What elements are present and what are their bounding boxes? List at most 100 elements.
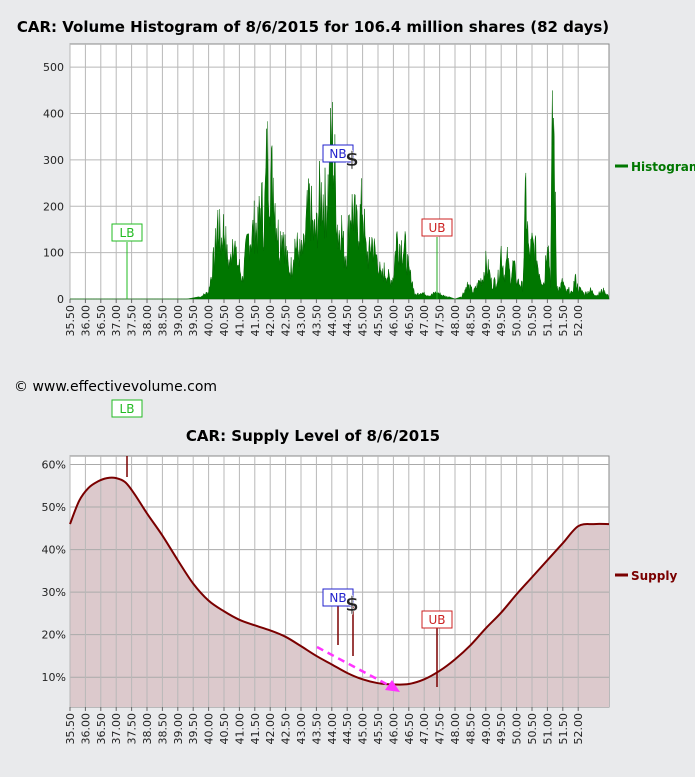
x-tick-label: 36.50 (95, 305, 108, 337)
nb-label-top: NB (329, 147, 346, 161)
x-tick-label: 41.00 (233, 305, 246, 337)
lb-label-top: LB (120, 226, 135, 240)
x-tick-label: 48.00 (449, 713, 462, 745)
x-tick-label: 47.50 (434, 305, 447, 337)
x-tick-label: 43.50 (310, 713, 323, 745)
x-tick-label: 49.50 (495, 305, 508, 337)
x-tick-label: 37.50 (126, 713, 139, 745)
y-tick-label: 20% (42, 629, 66, 642)
lb-label-float: LB (120, 402, 135, 416)
y-tick-label: 0 (57, 293, 64, 306)
x-tick-label: 36.00 (79, 713, 92, 745)
x-tick-label: 45.50 (372, 305, 385, 337)
y-tick-label: 500 (43, 61, 64, 74)
supply-title: CAR: Supply Level of 8/6/2015 (186, 427, 440, 445)
x-tick-label: 48.50 (464, 713, 477, 745)
x-tick-label: 39.50 (187, 713, 200, 745)
nb-marker-top: NB $ (322, 144, 359, 171)
y-tick-label: 40% (42, 544, 66, 557)
x-tick-label: 43.50 (310, 305, 323, 337)
ub-label-bottom: UB (428, 613, 445, 627)
x-tick-label: 51.50 (557, 713, 570, 745)
x-tick-label: 52.00 (572, 305, 585, 337)
x-tick-label: 40.00 (203, 713, 216, 745)
x-tick-label: 42.50 (280, 305, 293, 337)
x-tick-label: 39.00 (172, 713, 185, 745)
x-tick-label: 47.00 (418, 713, 431, 745)
supply-series-line (69, 476, 610, 686)
x-tick-label: 40.50 (218, 713, 231, 745)
x-tick-label: 42.00 (264, 305, 277, 337)
x-tick-label: 50.00 (511, 713, 524, 745)
x-tick-label: 37.50 (126, 305, 139, 337)
x-tick-label: 51.50 (557, 305, 570, 337)
x-tick-label: 41.00 (233, 713, 246, 745)
dollar-icon-bottom: $ (345, 592, 359, 616)
nb-label-bottom: NB (329, 591, 346, 605)
x-tick-label: 41.50 (249, 713, 262, 745)
copyright-text: © www.effectivevolume.com (14, 379, 217, 395)
y-tick-label: 200 (43, 200, 64, 213)
ub-marker-top: UB (421, 218, 453, 299)
ub-marker-bottom: UB (421, 610, 453, 687)
x-tick-label: 45.00 (357, 305, 370, 337)
x-tick-label: 40.50 (218, 305, 231, 337)
x-tick-label: 44.50 (341, 305, 354, 337)
x-tick-label: 47.50 (434, 713, 447, 745)
x-tick-label: 35.50 (64, 305, 77, 337)
x-tick-label: 41.50 (249, 305, 262, 337)
x-tick-label: 49.00 (480, 305, 493, 337)
x-tick-label: 49.50 (495, 713, 508, 745)
x-tick-label: 50.50 (526, 305, 539, 337)
y-tick-label: 400 (43, 108, 64, 121)
x-tick-label: 46.00 (387, 713, 400, 745)
x-tick-label: 46.00 (387, 305, 400, 337)
histogram-axis-ticks: 0 100 200 300 400 500 35.50 36.00 36.50 37.00 37.5… (43, 61, 585, 336)
y-tick-label: 50% (42, 501, 66, 514)
x-tick-label: 40.00 (203, 305, 216, 337)
histogram-title: CAR: Volume Histogram of 8/6/2015 for 10… (17, 18, 609, 36)
x-tick-label: 37.00 (110, 305, 123, 337)
supply-legend-label: Supply (631, 569, 677, 583)
x-tick-label: 51.00 (541, 305, 554, 337)
trend-arrow (316, 645, 400, 692)
y-tick-label: 60% (42, 459, 66, 472)
x-tick-label: 38.50 (156, 713, 169, 745)
x-tick-label: 47.00 (418, 305, 431, 337)
x-tick-label: 38.00 (141, 713, 154, 745)
x-tick-label: 50.00 (511, 305, 524, 337)
x-tick-label: 38.00 (141, 305, 154, 337)
lb-marker-top: LB (111, 223, 143, 299)
supply-series-fill (70, 477, 609, 707)
histogram-legend: Histogram (615, 160, 695, 174)
x-tick-label: 44.00 (326, 305, 339, 337)
x-tick-label: 48.00 (449, 305, 462, 337)
x-tick-label: 36.00 (79, 305, 92, 337)
x-tick-label: 39.00 (172, 305, 185, 337)
x-tick-label: 38.50 (156, 305, 169, 337)
x-tick-label: 45.50 (372, 713, 385, 745)
x-tick-label: 52.00 (572, 713, 585, 745)
x-tick-label: 46.50 (403, 305, 416, 337)
x-tick-label: 37.00 (110, 713, 123, 745)
ub-label-top: UB (428, 221, 445, 235)
x-tick-label: 44.50 (341, 713, 354, 745)
x-tick-label: 39.50 (187, 305, 200, 337)
y-tick-label: 10% (42, 671, 66, 684)
x-tick-label: 51.00 (541, 713, 554, 745)
dollar-icon-top: $ (345, 147, 359, 171)
x-tick-label: 45.00 (357, 713, 370, 745)
x-tick-label: 35.50 (64, 713, 77, 745)
supply-legend: Supply (615, 569, 677, 583)
supply-axis-ticks: 10% 20% 30% 40% 50% 60% 35.50 36.00 36.50 37.00 37… (42, 459, 586, 745)
x-tick-label: 43.00 (295, 713, 308, 745)
x-tick-label: 48.50 (464, 305, 477, 337)
x-tick-label: 49.00 (480, 713, 493, 745)
x-tick-label: 42.00 (264, 713, 277, 745)
histogram-legend-label: Histogram (631, 160, 695, 174)
histogram-series-area (70, 90, 610, 300)
x-tick-label: 36.50 (95, 713, 108, 745)
y-tick-label: 300 (43, 154, 64, 167)
y-tick-label: 100 (43, 247, 64, 260)
